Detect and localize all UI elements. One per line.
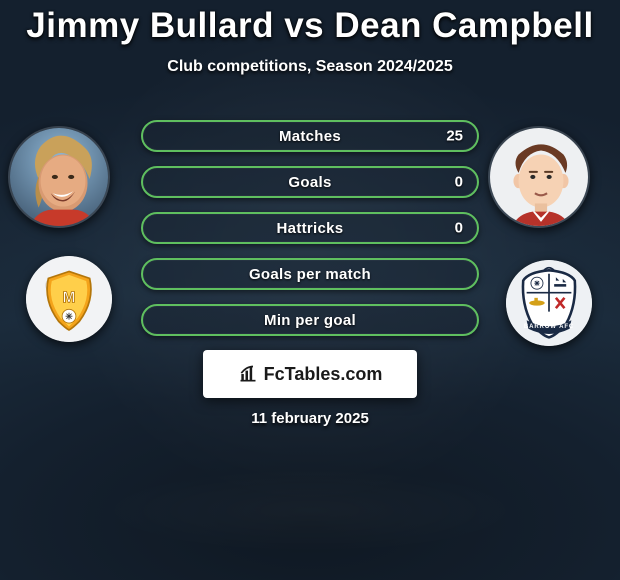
- stat-right-value: 25: [446, 128, 463, 145]
- date-text: 11 february 2025: [0, 410, 620, 427]
- club-left-badge: M: [26, 256, 112, 342]
- svg-text:BARROW AFC: BARROW AFC: [524, 324, 574, 330]
- stat-label: Matches: [279, 128, 341, 145]
- stat-label: Goals: [288, 174, 331, 191]
- player-right-avatar: [488, 126, 590, 228]
- stat-label: Min per goal: [264, 312, 356, 329]
- stat-pill-goals: Goals 0: [141, 166, 479, 198]
- stat-right-value: 0: [455, 174, 463, 191]
- club-right-badge: BARROW AFC: [506, 260, 592, 346]
- stat-label: Hattricks: [277, 220, 344, 237]
- player-left-avatar: [8, 126, 110, 228]
- bar-chart-icon: [238, 364, 258, 384]
- stat-right-value: 0: [455, 220, 463, 237]
- subtitle: Club competitions, Season 2024/2025: [0, 58, 620, 76]
- stat-pill-matches: Matches 25: [141, 120, 479, 152]
- svg-text:M: M: [63, 289, 76, 306]
- stat-pill-hattricks: Hattricks 0: [141, 212, 479, 244]
- stats-list: Matches 25 Goals 0 Hattricks 0 Goals per…: [141, 120, 479, 336]
- stat-label: Goals per match: [249, 266, 371, 283]
- stat-pill-goals-per-match: Goals per match: [141, 258, 479, 290]
- stat-pill-min-per-goal: Min per goal: [141, 304, 479, 336]
- branding-text: FcTables.com: [264, 364, 383, 385]
- page-title: Jimmy Bullard vs Dean Campbell: [0, 0, 620, 46]
- branding-card[interactable]: FcTables.com: [203, 350, 417, 398]
